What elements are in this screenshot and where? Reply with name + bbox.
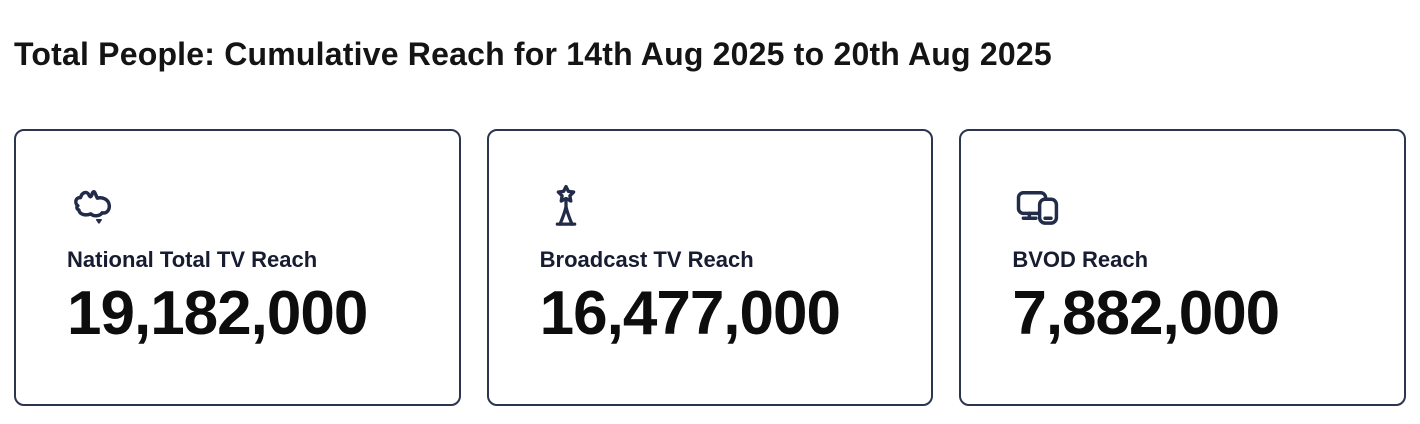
- broadcast-tower-star-icon: [540, 183, 592, 235]
- page-title: Total People: Cumulative Reach for 14th …: [14, 36, 1052, 72]
- stat-card-bvod: BVOD Reach 7,882,000: [959, 128, 1407, 406]
- stat-card-value: 19,182,000: [67, 279, 368, 349]
- stat-card-value: 7,882,000: [1012, 279, 1280, 349]
- stat-card-value: 16,477,000: [539, 279, 841, 349]
- australia-map-icon: [67, 183, 119, 235]
- stat-card-label: Broadcast TV Reach: [539, 246, 754, 272]
- tv-and-mobile-devices-icon: [1012, 183, 1064, 235]
- stat-card-label: National Total TV Reach: [67, 246, 318, 272]
- kpi-cards-row: National Total TV Reach 19,182,000 Broad…: [14, 128, 1407, 406]
- stat-card-national-total-tv: National Total TV Reach 19,182,000: [14, 128, 461, 406]
- stat-card-broadcast-tv: Broadcast TV Reach 16,477,000: [486, 128, 934, 406]
- stat-card-label: BVOD Reach: [1012, 246, 1149, 272]
